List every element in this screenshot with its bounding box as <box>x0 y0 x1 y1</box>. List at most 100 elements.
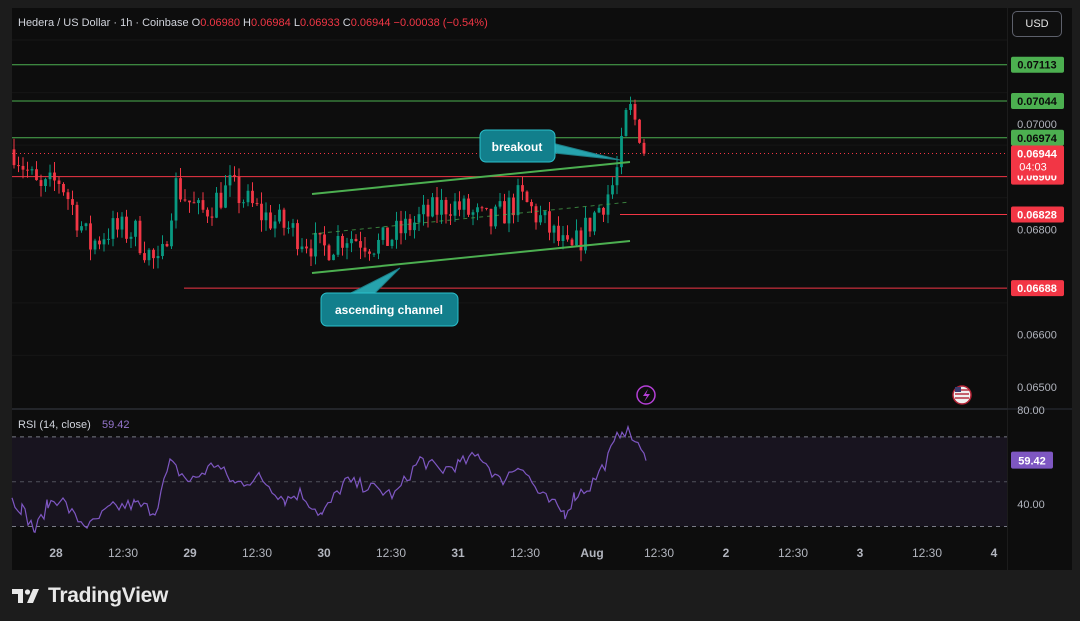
candle-body <box>224 185 227 208</box>
candle-body <box>57 180 61 185</box>
current-price-label: 0.06944 <box>1017 149 1058 161</box>
candle-body <box>183 199 187 201</box>
level-label: 0.06974 <box>1017 133 1058 145</box>
candle-body <box>534 206 538 223</box>
candle-body <box>84 223 88 227</box>
candle-body <box>525 191 529 202</box>
candle-body <box>341 236 344 248</box>
candle-body <box>620 135 623 168</box>
candle-body <box>35 169 38 181</box>
candle-body <box>125 216 128 239</box>
rsi-value-label: 59.42 <box>1018 456 1046 468</box>
ohlc-label: O <box>192 17 201 29</box>
ascending-channel-callout[interactable]: ascending channel <box>320 267 459 327</box>
candle-body <box>206 209 209 217</box>
candle-body <box>215 192 218 218</box>
candle-body <box>255 203 259 205</box>
candle-body <box>350 238 353 244</box>
legend-text: Hedera / US Dollar · 1h · Coinbase O0.06… <box>18 17 488 29</box>
price-tick-label: 0.06800 <box>1017 224 1057 236</box>
time-ticks: 28 12:30 29 12:30 30 12:30 31 12:30 Aug 12:30 2 12:… <box>49 546 997 560</box>
candle-body <box>26 169 29 171</box>
candle-body <box>107 238 110 240</box>
tradingview-logo-icon <box>12 589 39 603</box>
candle-body <box>602 207 605 215</box>
candle-body <box>228 175 232 186</box>
candle-body <box>318 232 322 235</box>
us-flag-icon[interactable] <box>952 385 972 405</box>
candle-body <box>111 218 115 239</box>
candle-body <box>327 245 331 261</box>
candle-body <box>480 207 484 209</box>
lightning-icon-ring <box>636 385 656 405</box>
candle-body <box>48 172 52 180</box>
candle-body <box>30 169 34 171</box>
candle-body <box>399 220 403 234</box>
candle-body <box>260 203 263 221</box>
price-tick-label: 0.06600 <box>1017 329 1057 341</box>
candle-body <box>188 200 191 203</box>
channel-lower-line <box>311 240 631 274</box>
candle-body <box>287 227 290 229</box>
ohlc-label: H <box>243 17 251 29</box>
candle-body <box>300 246 304 250</box>
candle-body <box>359 241 362 248</box>
candle-body <box>80 226 83 231</box>
time-axis[interactable] <box>12 540 1007 570</box>
breakout-callout[interactable]: breakout <box>479 129 621 163</box>
candle-body <box>498 201 502 207</box>
candle-body <box>39 180 43 186</box>
candle-body <box>530 201 533 207</box>
candle-body <box>53 172 56 181</box>
candle-body <box>201 200 205 210</box>
level-label-bg <box>1011 92 1064 109</box>
time-tick-label: 12:30 <box>510 546 540 560</box>
candle-body <box>98 240 101 245</box>
candle-body <box>179 178 182 200</box>
level-label: 0.07113 <box>1017 60 1056 72</box>
price-tick-label: 0.06500 <box>1017 382 1057 394</box>
lightning-icon-bolt <box>643 389 650 402</box>
breakout-box[interactable] <box>479 129 556 163</box>
tradingview-logo[interactable]: TradingView <box>12 584 168 608</box>
time-tick-label: 29 <box>183 546 197 560</box>
candle-body <box>593 212 596 232</box>
candle-body <box>147 249 151 261</box>
candle-body <box>368 251 371 254</box>
close-value: 0.06944 <box>351 17 394 29</box>
channel-mid-line <box>311 201 631 235</box>
candle-body <box>336 236 340 255</box>
level-label-bg <box>1011 280 1064 297</box>
candle-body <box>489 208 493 227</box>
candle-body <box>93 240 97 250</box>
lightning-icon[interactable] <box>636 385 656 405</box>
candle-body <box>390 239 394 246</box>
candle-body <box>462 198 466 210</box>
level-label-bg <box>1011 56 1064 73</box>
candle-body <box>570 239 574 246</box>
time-tick-label: 31 <box>451 546 465 560</box>
time-tick-label: 12:30 <box>108 546 138 560</box>
rsi-pane[interactable] <box>12 410 1007 540</box>
candle-body <box>143 253 146 261</box>
candle-body <box>345 243 349 248</box>
candle-body <box>282 209 286 228</box>
legend-header: Hedera / US Dollar · 1h · Coinbase O0.06… <box>18 17 488 29</box>
level-label-bg <box>1011 129 1064 146</box>
rsi-tick-label: 40.00 <box>1017 499 1045 511</box>
candle-body <box>264 212 268 221</box>
candle-body <box>431 197 434 217</box>
currency-button[interactable]: USD <box>1012 11 1062 37</box>
candle-body <box>363 247 367 252</box>
candle-body <box>579 230 583 251</box>
channel-box[interactable] <box>320 292 459 327</box>
channel-upper-line <box>311 161 631 195</box>
ohlc-label: C <box>343 17 351 29</box>
flag-canton <box>955 387 961 392</box>
rsi-tick-label: 80.00 <box>1017 405 1045 417</box>
candle-body <box>458 201 461 210</box>
candle-body <box>278 209 281 222</box>
change-value: −0.00038 (−0.54%) <box>394 17 488 29</box>
